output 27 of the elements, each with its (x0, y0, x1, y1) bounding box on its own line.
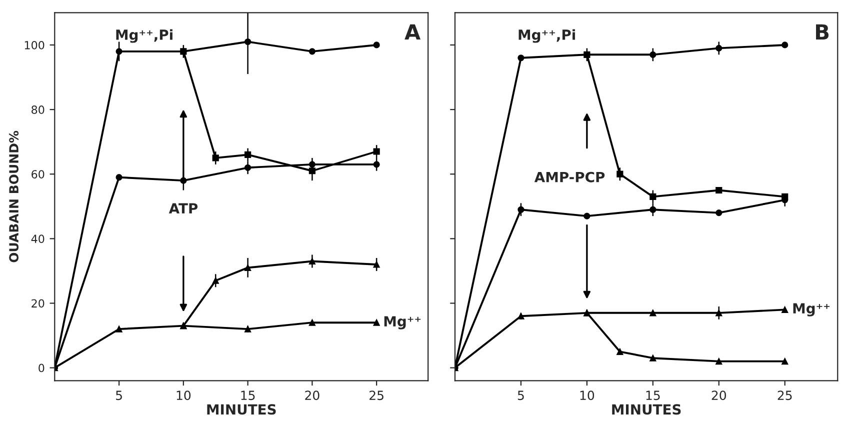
x-tick-label: 5 (116, 390, 122, 400)
annotation: Mg⁺⁺,Pi (518, 29, 575, 43)
x-axis-title: MINUTES (207, 404, 276, 415)
x-tick-label: 20 (305, 390, 320, 400)
x-tick-label: 10 (580, 390, 594, 400)
x-tick-label: 20 (712, 390, 726, 400)
annotation: B (816, 24, 829, 40)
y-tick-label: 80 (32, 106, 44, 114)
x-tick-label: 10 (176, 390, 191, 400)
x-tick-label: 25 (370, 390, 384, 400)
annotation: ATP (168, 203, 198, 214)
x-tick-label: 15 (646, 390, 660, 400)
y-tick-label: 0 (38, 364, 44, 372)
annotation: Mg⁺⁺ (793, 303, 830, 316)
x-tick-label: 5 (518, 390, 524, 400)
y-tick-label: 20 (32, 299, 44, 308)
y-tick-label: 60 (32, 170, 44, 178)
y-tick-label: 40 (31, 234, 44, 244)
annotation: A (404, 24, 420, 40)
annotation: Mg⁺⁺,Pi (116, 29, 172, 43)
y-axis-title: OUABAIN BOUND% (9, 130, 19, 262)
x-axis-title: MINUTES (612, 404, 681, 415)
annotation: Mg⁺⁺ (384, 316, 421, 330)
x-tick-label: 25 (778, 390, 792, 400)
y-tick-label: 100 (24, 40, 44, 50)
x-tick-label: 15 (241, 390, 255, 400)
annotation: AMP-PCP (534, 172, 605, 182)
